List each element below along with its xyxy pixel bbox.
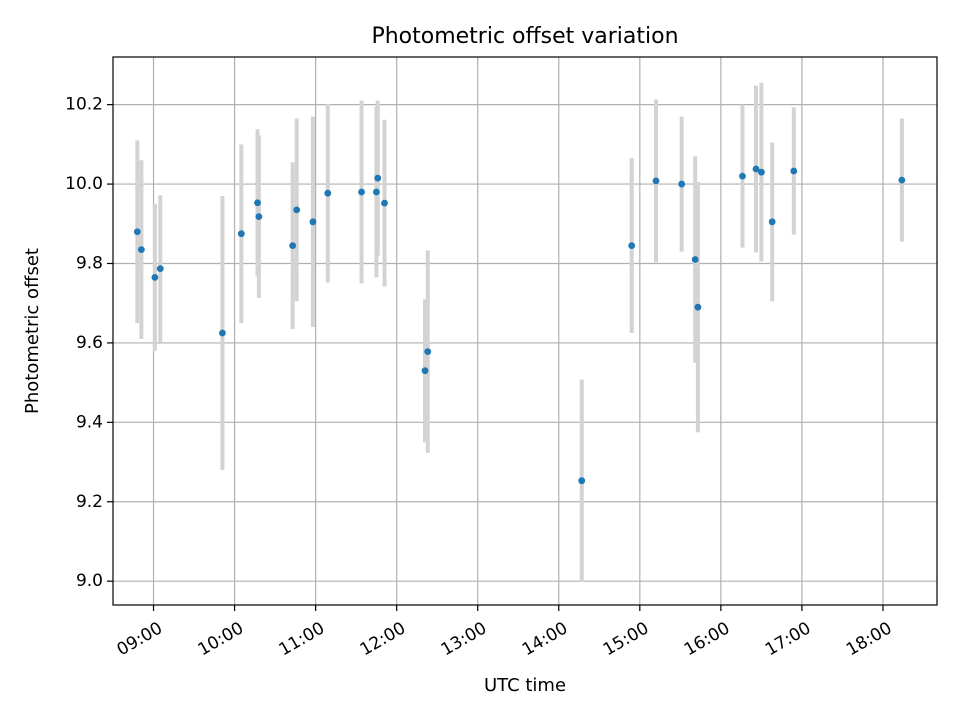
data-point [421,367,429,375]
data-point [374,174,382,182]
y-tick-label: 10.0 [65,174,103,194]
data-point [578,477,586,485]
data-point [694,303,702,311]
data-point [691,256,699,263]
data-point [898,176,906,184]
y-tick-label: 10.2 [65,95,103,115]
data-point [358,188,365,196]
data-point [652,177,660,185]
data-point [254,199,261,207]
data-point [381,199,388,207]
y-axis-label: Photometric offset [22,248,43,414]
data-point [151,273,159,281]
data-point [237,230,245,238]
plot-frame [112,56,938,606]
y-tick-label: 9.2 [76,492,103,512]
data-point [324,189,332,197]
data-point [289,242,297,250]
data-point [768,218,776,226]
y-tick-label: 9.4 [76,412,103,432]
x-axis-label: UTC time [484,675,566,696]
chart-title: Photometric offset variation [371,24,678,49]
y-tick-label: 9.0 [76,571,103,591]
y-tick-label: 9.8 [76,253,103,273]
data-point [309,218,317,226]
data-point [757,168,765,176]
data-point [373,188,380,196]
data-point [628,242,636,250]
data-point [133,228,141,236]
data-point [293,206,301,214]
point-layer [133,165,906,485]
data-point [752,165,760,173]
data-point [424,348,432,356]
data-point [156,265,164,273]
data-point [255,213,263,221]
data-point [137,246,145,253]
data-point [219,329,226,337]
data-point [790,167,798,175]
grid-layer [113,57,937,605]
y-tick-label: 9.6 [76,333,103,353]
data-point [678,180,686,188]
data-point [739,172,746,180]
